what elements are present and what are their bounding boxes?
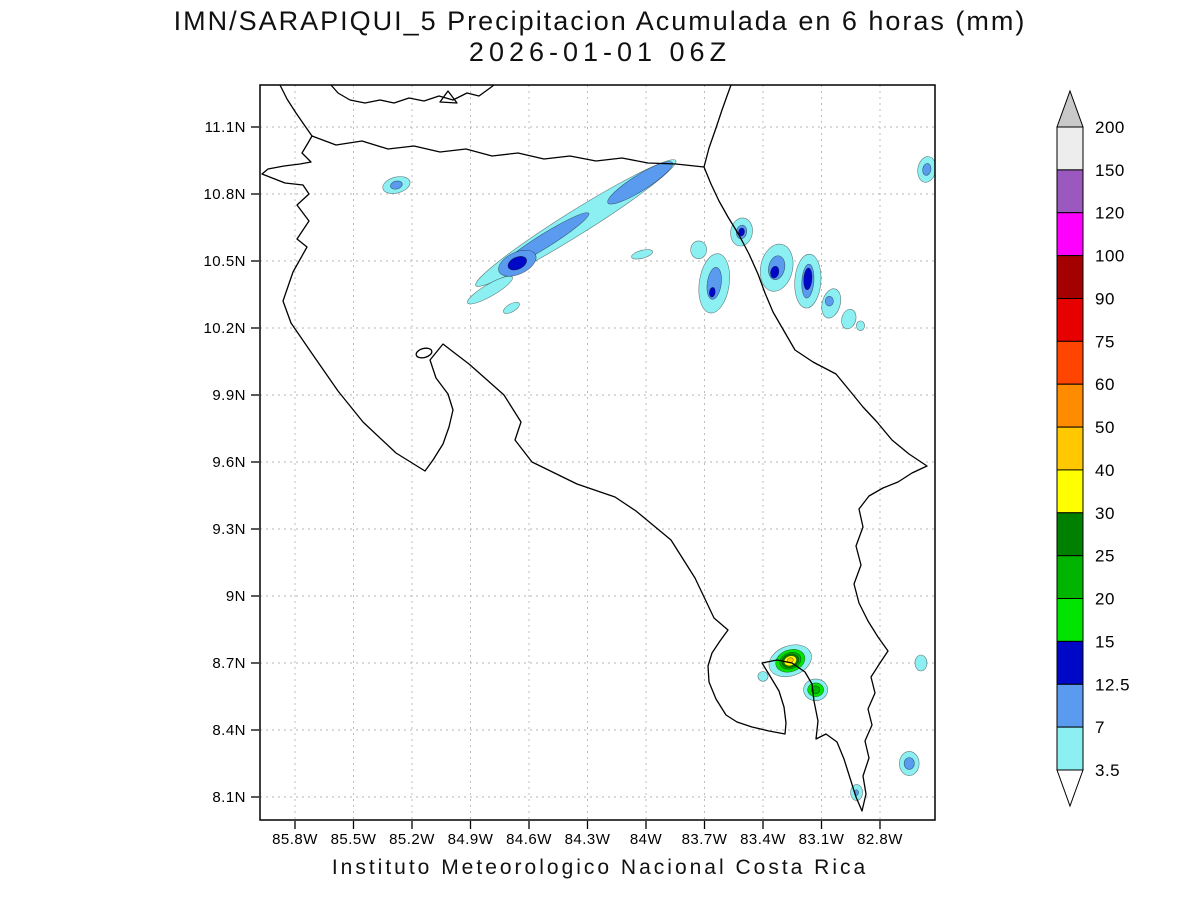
colorbar-label: 75 [1095, 332, 1115, 351]
gridline-layer [260, 85, 935, 820]
precip-contour-area [758, 671, 768, 681]
lon-tick-label: 84.6W [506, 831, 552, 848]
colorbar-segment [1057, 684, 1083, 727]
colorbar-segment [1057, 299, 1083, 342]
colorbar-arrow-up-icon [1057, 91, 1083, 127]
colorbar-segment [1057, 427, 1083, 470]
colorbar-label: 40 [1095, 461, 1115, 480]
lon-tick-label: 84.3W [565, 831, 611, 848]
precip-contour-area [825, 296, 833, 306]
colorbar-segment [1057, 641, 1083, 684]
colorbar-label: 90 [1095, 290, 1115, 309]
precip-contour-area [856, 321, 864, 331]
coastline-costa-rica [262, 136, 927, 811]
lat-tick-label: 9N [226, 588, 246, 605]
lon-tick-label: 83.7W [682, 831, 728, 848]
coastline-layer [262, 85, 927, 811]
chira-island [415, 347, 433, 360]
lat-tick-label: 9.6N [212, 454, 246, 471]
lat-tick-label: 8.4N [212, 722, 246, 739]
lon-tick-label: 83.1W [799, 831, 845, 848]
colorbar-segment [1057, 341, 1083, 384]
colorbar-label: 15 [1095, 632, 1115, 651]
colorbar: 200 150 120 100 90 75 60 50 40 30 25 20 15 12.5 7 3.5 [1057, 91, 1130, 806]
colorbar-label: 7 [1095, 718, 1105, 737]
lat-tick-label: 9.3N [212, 521, 246, 538]
colorbar-arrow-down-icon [1057, 770, 1083, 806]
lon-tick-label: 85.8W [272, 831, 318, 848]
precip-contour-area [915, 655, 927, 671]
nicaragua-caribbean-coast [704, 85, 731, 167]
colorbar-label: 100 [1095, 247, 1125, 266]
colorbar-segment [1057, 727, 1083, 770]
colorbar-label: 30 [1095, 504, 1115, 523]
colorbar-segment [1057, 127, 1083, 170]
colorbar-label: 3.5 [1095, 761, 1120, 780]
colorbar-segment [1057, 170, 1083, 213]
weather-chart-page: IMN/SARAPIQUI_5 Precipitacion Acumulada … [0, 0, 1200, 900]
precipitation-shading-layer [381, 150, 938, 800]
precipitation-map: 85.8W 85.5W 85.2W 84.9W 84.6W 84.3W 84W 83.7W 83… [0, 0, 1200, 900]
lat-tick-label: 9.9N [212, 387, 246, 404]
lat-tick-label: 10.5N [203, 253, 246, 270]
precip-contour-area [839, 308, 858, 331]
lat-tick-label: 10.8N [203, 186, 246, 203]
lon-tick-label: 85.5W [331, 831, 377, 848]
colorbar-label: 150 [1095, 161, 1125, 180]
map-frame [260, 85, 935, 820]
colorbar-label: 20 [1095, 590, 1115, 609]
lat-tick-label: 11.1N [205, 119, 246, 136]
colorbar-segment [1057, 256, 1083, 299]
colorbar-segment [1057, 599, 1083, 642]
precip-contour-area [502, 300, 522, 316]
lat-tick-label: 10.2N [203, 320, 246, 337]
colorbar-label: 12.5 [1095, 675, 1130, 694]
colorbar-label: 60 [1095, 375, 1115, 394]
colorbar-label: 120 [1095, 204, 1125, 223]
lon-tick-label: 82.8W [857, 831, 903, 848]
lon-tick-label: 85.2W [389, 831, 435, 848]
colorbar-segment [1057, 556, 1083, 599]
nicaragua-pacific-coast [280, 85, 312, 136]
lat-tick-label: 8.7N [212, 655, 246, 672]
precip-contour-area [631, 248, 654, 261]
lat-tick-label: 8.1N [212, 789, 246, 806]
precip-contour-area [904, 757, 914, 769]
lon-tick-label: 84W [630, 831, 663, 848]
lon-tick-label: 83.4W [740, 831, 786, 848]
colorbar-label: 25 [1095, 547, 1115, 566]
lake-nicaragua-shore [331, 85, 494, 103]
lon-tick-label: 84.9W [448, 831, 494, 848]
footer-caption: Instituto Meteorologico Nacional Costa R… [0, 856, 1200, 880]
colorbar-label: 200 [1095, 118, 1125, 137]
colorbar-label: 50 [1095, 418, 1115, 437]
precip-contour-area [691, 241, 707, 259]
colorbar-segment [1057, 513, 1083, 556]
colorbar-segment [1057, 384, 1083, 427]
colorbar-segment [1057, 213, 1083, 256]
colorbar-segment [1057, 470, 1083, 513]
